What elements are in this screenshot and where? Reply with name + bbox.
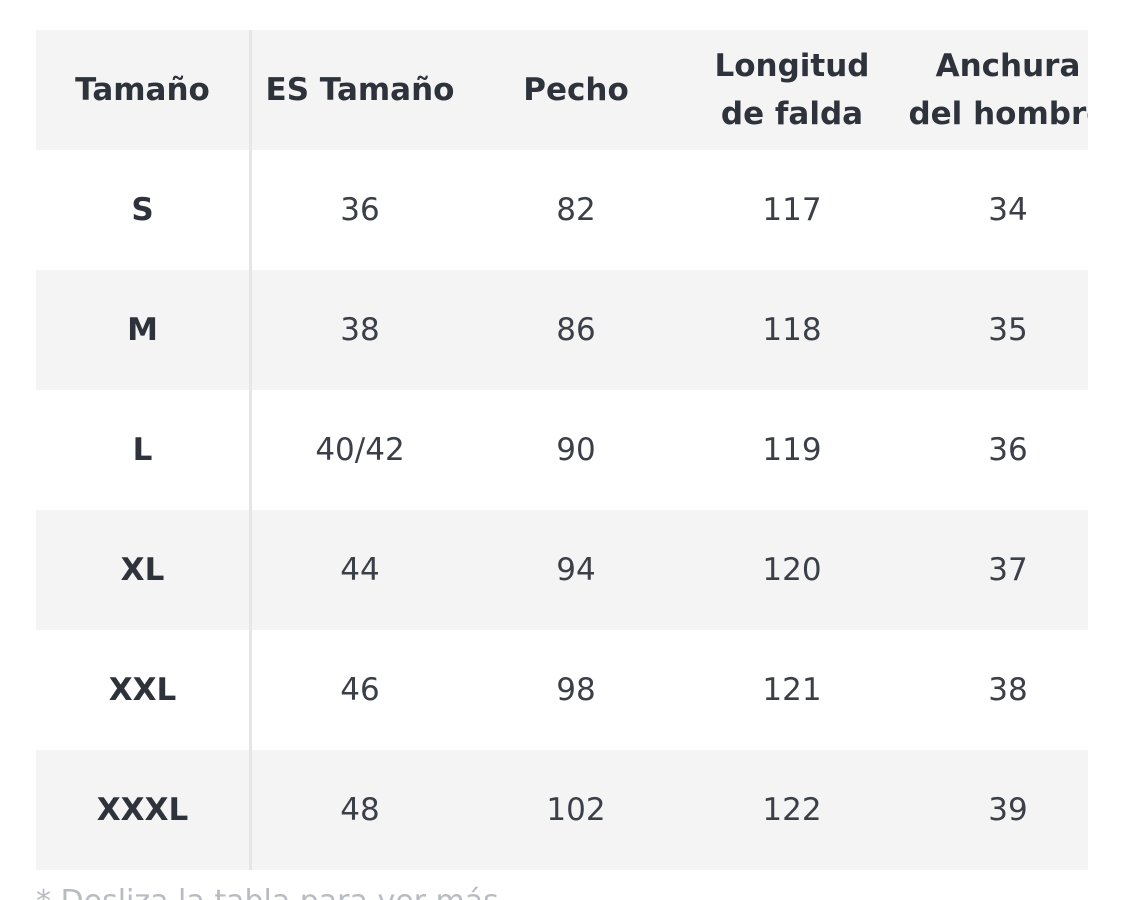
size-cell: S <box>36 150 252 270</box>
header-cell: ES Tamaño <box>265 72 455 108</box>
size-cell: XXXL <box>36 750 252 870</box>
value-cell: 121 <box>762 672 822 708</box>
header-cell: Longitud de falda <box>714 48 870 132</box>
value-cell: 119 <box>762 432 822 468</box>
value-cell: 44 <box>340 552 380 588</box>
table-row: L 40/42 90 119 36 <box>36 390 1088 510</box>
value-cell: 102 <box>546 792 606 828</box>
value-cell: 46 <box>340 672 380 708</box>
size-cell: L <box>36 390 252 510</box>
value-cell: 39 <box>988 792 1028 828</box>
value-cell: 35 <box>988 312 1028 348</box>
size-cell: XXL <box>36 630 252 750</box>
table-row: S 36 82 117 34 <box>36 150 1088 270</box>
header-cell: Tamaño <box>36 30 252 150</box>
size-table[interactable]: Tamaño ES Tamaño Pecho Longitud de falda Anc… <box>36 30 1088 870</box>
header-cell: Anchura del hombro <box>908 48 1088 132</box>
value-cell: 37 <box>988 552 1028 588</box>
value-cell: 38 <box>340 312 380 348</box>
value-cell: 117 <box>762 192 822 228</box>
table-row: XXXL 48 102 122 39 <box>36 750 1088 870</box>
size-cell: M <box>36 270 252 390</box>
value-cell: 122 <box>762 792 822 828</box>
value-cell: 120 <box>762 552 822 588</box>
value-cell: 48 <box>340 792 380 828</box>
value-cell: 82 <box>556 192 596 228</box>
value-cell: 40/42 <box>315 432 405 468</box>
size-cell: XL <box>36 510 252 630</box>
table-row: XL 44 94 120 37 <box>36 510 1088 630</box>
value-cell: 98 <box>556 672 596 708</box>
table-row: M 38 86 118 35 <box>36 270 1088 390</box>
header-row: Tamaño ES Tamaño Pecho Longitud de falda Anc… <box>36 30 1088 150</box>
value-cell: 90 <box>556 432 596 468</box>
value-cell: 86 <box>556 312 596 348</box>
footnote: * Desliza la tabla para ver más <box>36 884 499 900</box>
value-cell: 38 <box>988 672 1028 708</box>
header-cell: Pecho <box>523 72 629 108</box>
table-row: XXL 46 98 121 38 <box>36 630 1088 750</box>
value-cell: 94 <box>556 552 596 588</box>
value-cell: 36 <box>340 192 380 228</box>
value-cell: 118 <box>762 312 822 348</box>
value-cell: 34 <box>988 192 1028 228</box>
value-cell: 36 <box>988 432 1028 468</box>
